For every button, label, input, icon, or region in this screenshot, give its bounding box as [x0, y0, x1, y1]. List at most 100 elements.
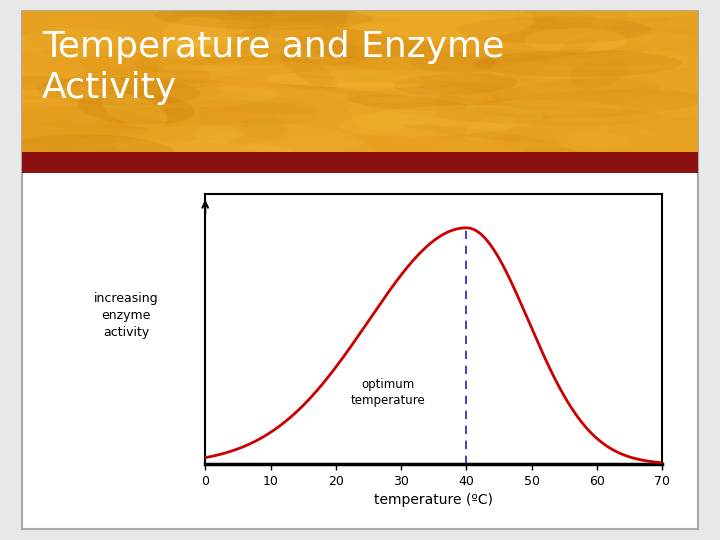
X-axis label: temperature (ºC): temperature (ºC) — [374, 494, 493, 508]
Ellipse shape — [479, 50, 645, 63]
Ellipse shape — [557, 127, 662, 148]
Ellipse shape — [107, 64, 235, 89]
Ellipse shape — [436, 106, 664, 125]
Ellipse shape — [291, 48, 362, 63]
Ellipse shape — [157, 110, 353, 144]
Ellipse shape — [161, 65, 281, 71]
Ellipse shape — [266, 70, 482, 87]
Ellipse shape — [545, 120, 720, 140]
Ellipse shape — [114, 140, 294, 159]
Ellipse shape — [279, 84, 411, 98]
Ellipse shape — [121, 85, 320, 114]
Ellipse shape — [4, 134, 176, 169]
Ellipse shape — [522, 147, 576, 156]
Ellipse shape — [508, 95, 720, 123]
Ellipse shape — [336, 45, 552, 85]
Ellipse shape — [226, 23, 272, 57]
Ellipse shape — [513, 6, 594, 29]
Ellipse shape — [183, 25, 323, 47]
Ellipse shape — [240, 118, 287, 139]
Ellipse shape — [161, 38, 207, 61]
Ellipse shape — [564, 31, 691, 48]
Ellipse shape — [0, 125, 151, 139]
Ellipse shape — [78, 48, 159, 80]
Ellipse shape — [27, 19, 96, 41]
Ellipse shape — [538, 74, 599, 79]
Ellipse shape — [281, 51, 337, 90]
Ellipse shape — [464, 115, 516, 141]
Ellipse shape — [475, 90, 705, 119]
Bar — [22, 152, 698, 173]
Ellipse shape — [318, 83, 440, 104]
Ellipse shape — [71, 67, 211, 89]
Ellipse shape — [352, 37, 393, 62]
Ellipse shape — [640, 62, 720, 94]
Ellipse shape — [498, 92, 646, 104]
Ellipse shape — [237, 95, 310, 106]
Ellipse shape — [522, 24, 698, 35]
Ellipse shape — [235, 137, 375, 172]
Ellipse shape — [555, 12, 623, 35]
Ellipse shape — [13, 28, 133, 58]
Ellipse shape — [5, 22, 133, 50]
Ellipse shape — [605, 97, 720, 107]
Ellipse shape — [0, 131, 135, 147]
Ellipse shape — [8, 93, 134, 104]
Ellipse shape — [163, 36, 301, 57]
Ellipse shape — [102, 94, 167, 128]
Ellipse shape — [153, 4, 372, 30]
Ellipse shape — [434, 89, 500, 110]
Ellipse shape — [0, 84, 158, 103]
Ellipse shape — [148, 78, 223, 83]
Ellipse shape — [133, 43, 299, 74]
Ellipse shape — [346, 1, 534, 40]
Ellipse shape — [161, 16, 227, 49]
Ellipse shape — [660, 69, 705, 84]
Ellipse shape — [326, 64, 423, 93]
Ellipse shape — [66, 106, 124, 130]
Ellipse shape — [482, 13, 595, 26]
Ellipse shape — [492, 79, 660, 108]
Ellipse shape — [162, 45, 218, 66]
Ellipse shape — [180, 14, 253, 34]
Ellipse shape — [312, 44, 369, 66]
Ellipse shape — [37, 77, 201, 105]
Ellipse shape — [165, 99, 319, 126]
Ellipse shape — [183, 23, 356, 46]
Ellipse shape — [0, 76, 82, 90]
Ellipse shape — [238, 88, 377, 117]
Ellipse shape — [574, 136, 720, 163]
Ellipse shape — [481, 100, 621, 116]
Ellipse shape — [230, 28, 437, 58]
Ellipse shape — [524, 28, 627, 53]
Ellipse shape — [428, 139, 510, 171]
Ellipse shape — [456, 16, 652, 44]
Ellipse shape — [37, 119, 185, 129]
Ellipse shape — [0, 63, 121, 96]
Ellipse shape — [173, 10, 402, 23]
Ellipse shape — [495, 76, 538, 84]
Ellipse shape — [112, 125, 250, 145]
Ellipse shape — [474, 50, 682, 77]
Ellipse shape — [109, 99, 189, 124]
Ellipse shape — [403, 124, 546, 143]
Ellipse shape — [204, 50, 411, 79]
Ellipse shape — [346, 91, 551, 124]
Ellipse shape — [626, 5, 703, 19]
Ellipse shape — [202, 61, 426, 89]
Ellipse shape — [503, 65, 713, 70]
Ellipse shape — [393, 73, 518, 95]
Ellipse shape — [0, 106, 152, 146]
Ellipse shape — [492, 116, 614, 139]
Text: optimum
temperature: optimum temperature — [351, 378, 426, 407]
Ellipse shape — [78, 92, 195, 125]
Ellipse shape — [194, 86, 300, 105]
Ellipse shape — [570, 57, 629, 89]
Ellipse shape — [114, 87, 279, 108]
Ellipse shape — [501, 64, 592, 85]
Ellipse shape — [348, 95, 467, 111]
Ellipse shape — [280, 38, 471, 62]
Ellipse shape — [153, 131, 238, 166]
Ellipse shape — [302, 76, 470, 85]
Ellipse shape — [224, 10, 275, 16]
